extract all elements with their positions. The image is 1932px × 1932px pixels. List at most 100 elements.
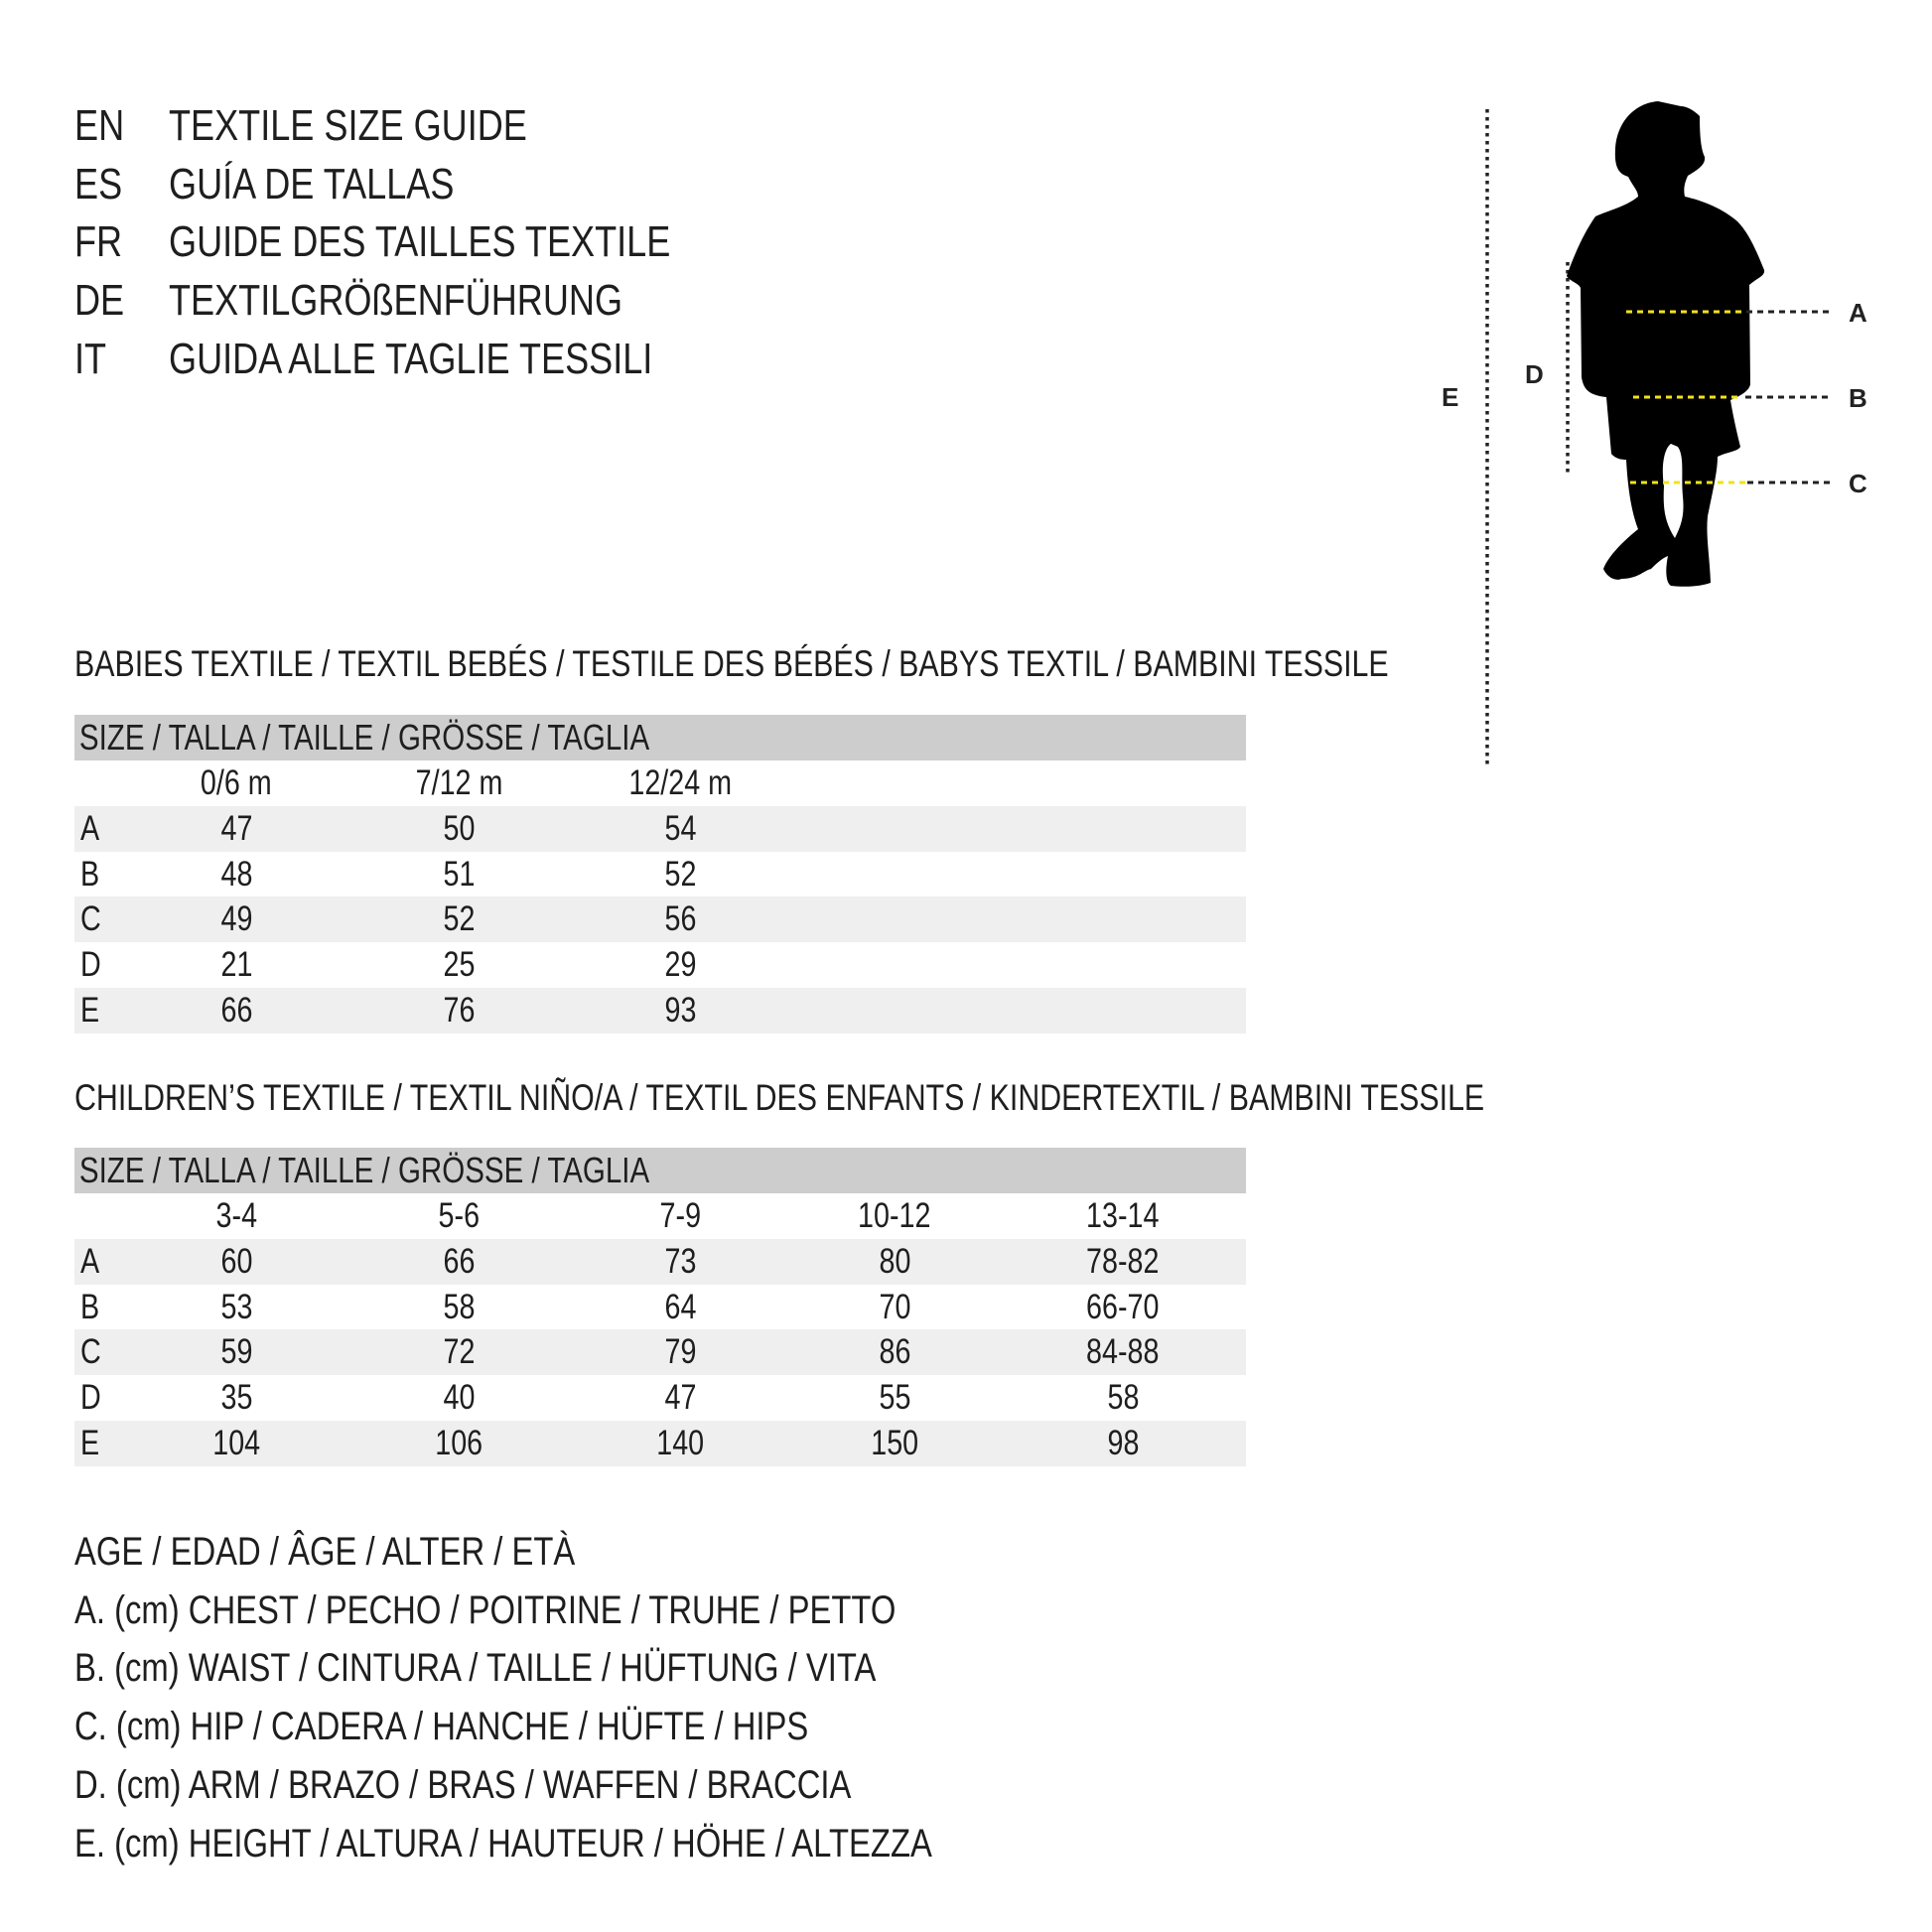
cell-value: 78-82 — [1086, 1241, 1160, 1281]
legend-text: E. (cm) HEIGHT / ALTURA / HAUTEUR / HÖHE… — [74, 1821, 932, 1865]
label-b: B — [1849, 383, 1867, 413]
column-header-text: 13-14 — [1086, 1196, 1160, 1235]
cell-value: 51 — [443, 854, 475, 894]
legend-line: AGE / EDAD / ÂGE / ALTER / ETÀ — [74, 1530, 685, 1575]
label-d: D — [1525, 359, 1544, 389]
table-cell: 53 — [157, 1285, 316, 1330]
table-cell: 55 — [815, 1375, 974, 1421]
title-text: TEXTILGRÖßENFÜHRUNG — [169, 276, 623, 326]
table-cell: 29 — [601, 942, 759, 988]
column-header: 10-12 — [815, 1193, 974, 1239]
row-label-text: B — [80, 854, 100, 894]
language-code: DE — [74, 276, 125, 326]
language-code: EN — [74, 101, 125, 150]
row-label-text: A — [80, 808, 100, 848]
row-label-text: C — [80, 899, 101, 939]
cell-value: 66-70 — [1086, 1287, 1160, 1326]
cell-value: 80 — [879, 1241, 910, 1281]
table-cell: 60 — [157, 1239, 316, 1285]
column-header-row: 3-4 5-6 7-9 10-12 13-14 — [74, 1193, 1246, 1239]
title-row-en: EN TEXTILE SIZE GUIDE — [74, 97, 869, 155]
table-row: A 47 50 54 — [74, 805, 1246, 852]
column-header-text: 0/6 m — [201, 763, 272, 802]
cell-value: 53 — [220, 1287, 252, 1326]
legend-line: E. (cm) HEIGHT / ALTURA / HAUTEUR / HÖHE… — [74, 1822, 1120, 1866]
cell-value: 64 — [664, 1287, 696, 1326]
table-cell: 48 — [157, 852, 316, 897]
table-cell: 106 — [379, 1421, 538, 1466]
row-label-text: D — [80, 945, 101, 985]
legend-text: AGE / EDAD / ÂGE / ALTER / ETÀ — [74, 1530, 576, 1574]
column-header: 5-6 — [379, 1193, 538, 1239]
table-cell: 40 — [379, 1375, 538, 1421]
column-header: 3-4 — [157, 1193, 316, 1239]
table-cell: 50 — [379, 806, 538, 852]
column-header: 12/24 m — [601, 760, 759, 806]
table-cell: 66 — [379, 1239, 538, 1285]
table-cell: 21 — [157, 942, 316, 988]
cell-value: 35 — [220, 1378, 252, 1418]
cell-value: 47 — [220, 808, 252, 848]
cell-value: 70 — [879, 1287, 910, 1326]
column-header-text: 7/12 m — [415, 763, 502, 802]
table-row: E 104 106 140 150 98 — [74, 1421, 1246, 1466]
table-cell: 70 — [815, 1285, 974, 1330]
cell-value: 55 — [879, 1378, 910, 1418]
cell-value: 29 — [664, 945, 696, 985]
language-code: ES — [74, 159, 123, 208]
table-cell: 93 — [601, 988, 759, 1034]
table-row: E 66 76 93 — [74, 988, 1246, 1034]
cell-value: 106 — [435, 1424, 483, 1462]
table-cell: 72 — [379, 1329, 538, 1375]
row-label: B — [80, 1285, 103, 1330]
cell-value: 84-88 — [1086, 1332, 1160, 1372]
label-e: E — [1442, 382, 1458, 412]
table-row: B 53 58 64 70 66-70 — [74, 1285, 1246, 1330]
row-label: E — [80, 1421, 103, 1466]
table-cell: 66 — [157, 988, 316, 1034]
size-header-bar: SIZE / TALLA / TAILLE / GRÖSSE / TAGLIA — [74, 1148, 1246, 1193]
cell-value: 93 — [664, 991, 696, 1030]
table-row: D 35 40 47 55 58 — [74, 1375, 1246, 1421]
row-label: C — [80, 897, 105, 942]
cell-value: 58 — [1107, 1378, 1139, 1418]
row-label-text: D — [80, 1378, 101, 1418]
cell-value: 66 — [220, 991, 252, 1030]
row-label: C — [80, 1329, 105, 1375]
table-cell: 73 — [601, 1239, 759, 1285]
table-cell: 51 — [379, 852, 538, 897]
column-header: 7-9 — [601, 1193, 759, 1239]
row-label: D — [80, 1375, 105, 1421]
cell-value: 104 — [212, 1424, 260, 1462]
column-header-text: 10-12 — [858, 1196, 931, 1235]
title-row-es: ES GUÍA DE TALLAS — [74, 156, 869, 213]
column-header-text: 7-9 — [659, 1196, 701, 1235]
table-cell: 47 — [601, 1375, 759, 1421]
cell-value: 52 — [443, 899, 475, 939]
cell-value: 49 — [220, 899, 252, 939]
table-cell: 54 — [601, 806, 759, 852]
title-text: GUÍA DE TALLAS — [169, 159, 455, 208]
table-row: D 21 25 29 — [74, 942, 1246, 988]
column-header-text: 5-6 — [438, 1196, 480, 1235]
language-code: IT — [74, 334, 107, 383]
table-cell: 86 — [815, 1329, 974, 1375]
legend-text: B. (cm) WAIST / CINTURA / TAILLE / HÜFTU… — [74, 1646, 877, 1691]
cell-value: 150 — [871, 1424, 918, 1462]
table-cell: 140 — [601, 1421, 759, 1466]
column-header: 0/6 m — [157, 760, 316, 806]
size-header-bar: SIZE / TALLA / TAILLE / GRÖSSE / TAGLIA — [74, 715, 1246, 760]
babies-section-title: BABIES TEXTILE / TEXTIL BEBÉS / TESTILE … — [74, 643, 1389, 684]
column-header: 7/12 m — [379, 760, 538, 806]
legend-line: A. (cm) CHEST / PECHO / POITRINE / TRUHE… — [74, 1588, 1076, 1633]
column-header-text: 3-4 — [215, 1196, 257, 1235]
table-cell: 66-70 — [1043, 1285, 1202, 1330]
title-row-de: DE TEXTILGRÖßENFÜHRUNG — [74, 272, 869, 330]
table-cell: 47 — [157, 806, 316, 852]
title-text: TEXTILE SIZE GUIDE — [169, 101, 527, 150]
cell-value: 50 — [443, 808, 475, 848]
table-cell: 35 — [157, 1375, 316, 1421]
table-cell: 52 — [379, 897, 538, 942]
label-a: A — [1849, 298, 1867, 328]
cell-value: 56 — [664, 899, 696, 939]
